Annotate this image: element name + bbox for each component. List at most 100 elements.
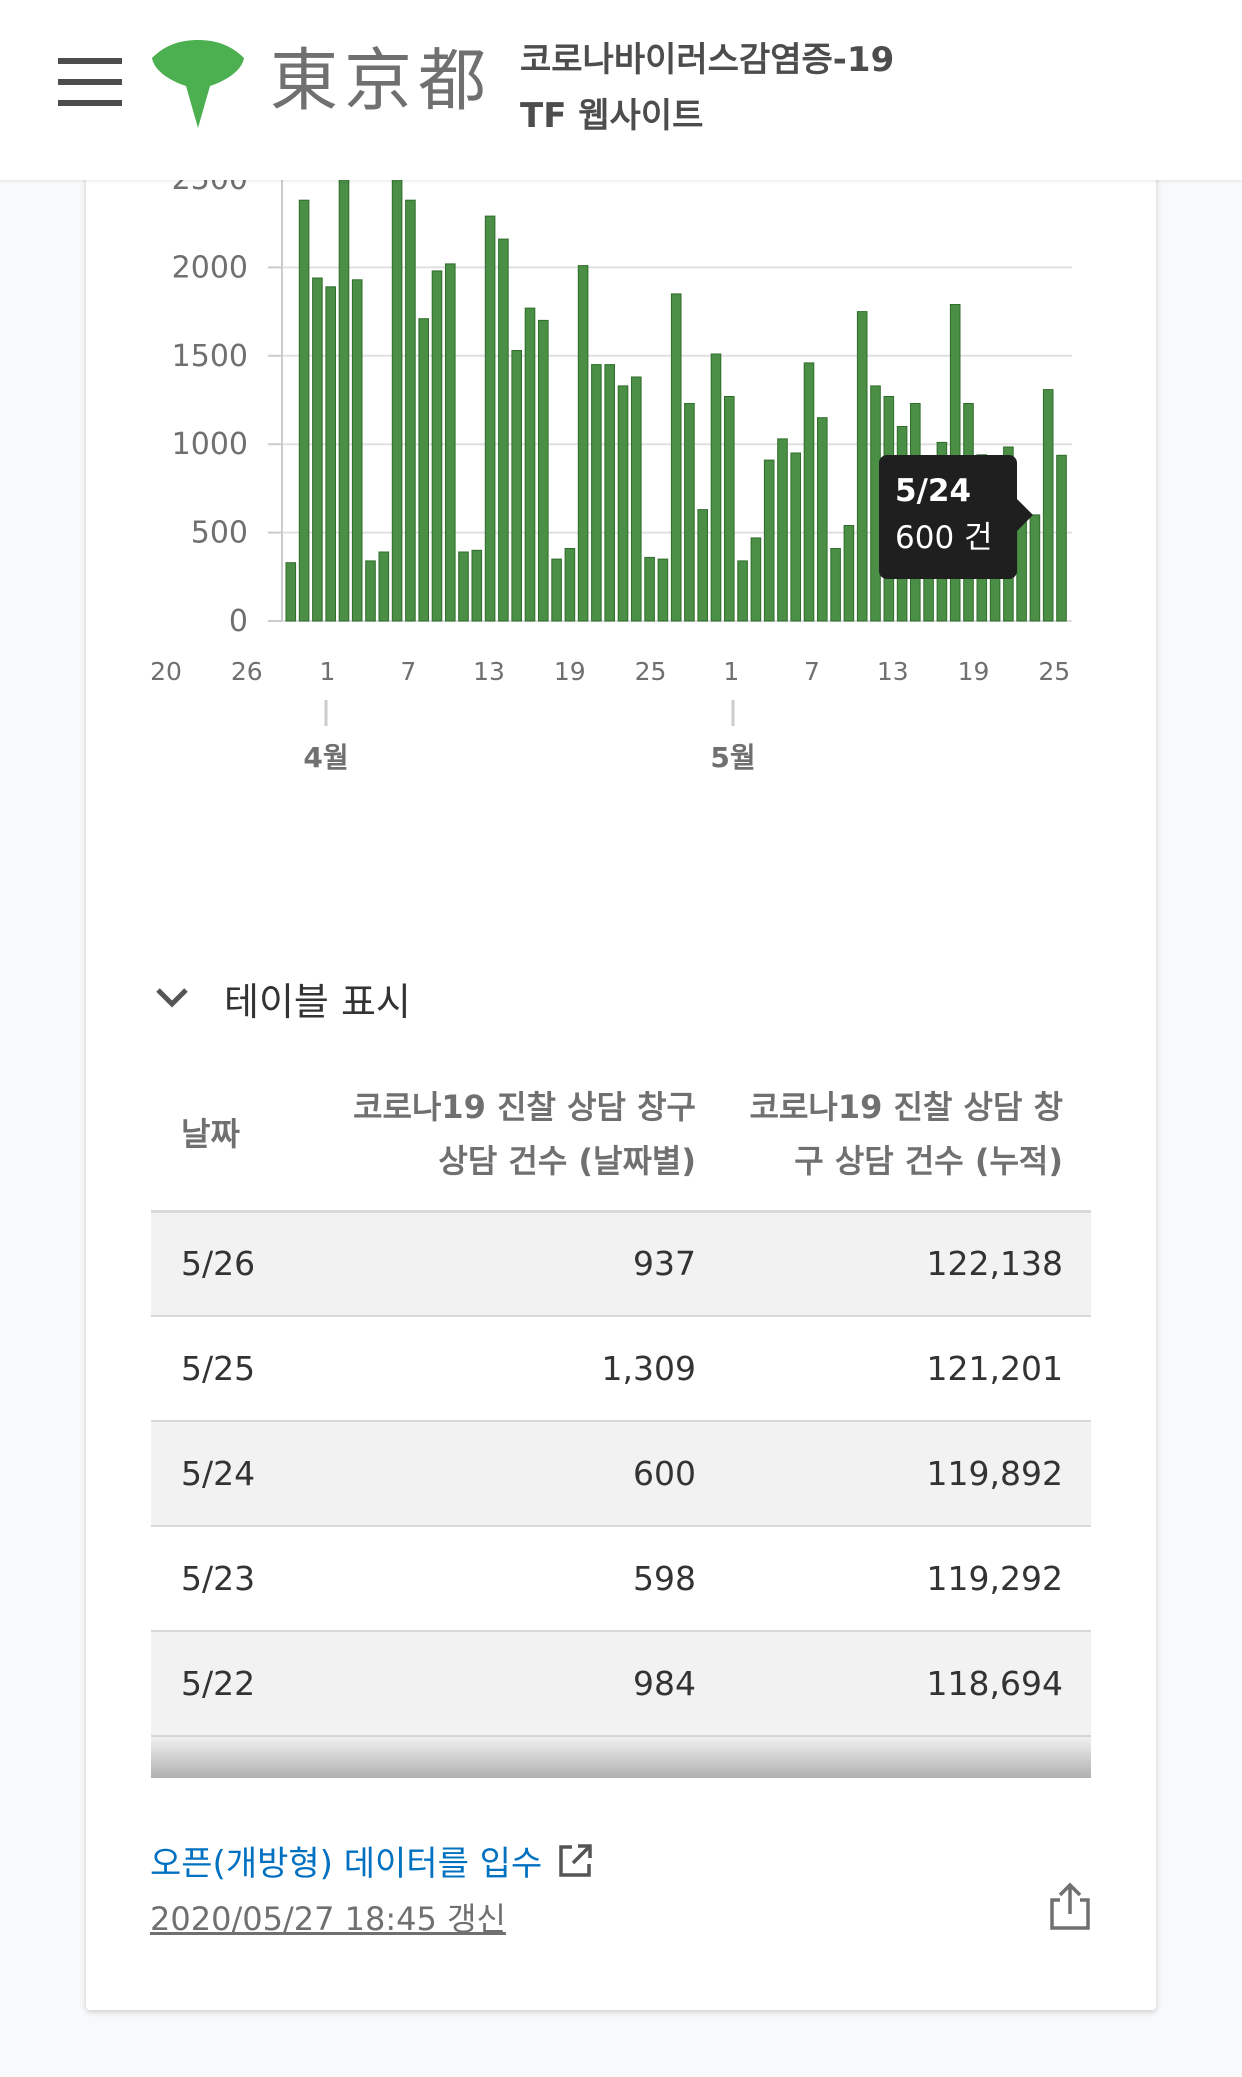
table-row: 5/25 1,309 121,201: [151, 1316, 1091, 1422]
bar: [365, 560, 376, 622]
bar: [312, 277, 323, 622]
header-cumulative-line2: 구 상담 건수 (누적): [794, 1141, 1063, 1180]
bar: [1016, 514, 1027, 622]
last-updated[interactable]: 2020/05/27 18:45 갱신: [150, 1900, 506, 1938]
cell-daily: 984: [331, 1631, 721, 1737]
bar: [1056, 454, 1067, 622]
tokyo-ginkgo-logo[interactable]: [152, 40, 244, 130]
month-label: 4월: [303, 741, 348, 774]
cell-daily: 937: [331, 1211, 721, 1317]
header-daily-line1: 코로나19 진찰 상담 창구: [353, 1087, 696, 1126]
x-tick-label: 1: [723, 657, 739, 686]
bar: [351, 279, 363, 622]
site-title-line1: 코로나바이러스감염증-19: [520, 40, 895, 80]
bar: [1029, 514, 1041, 622]
bar: [285, 562, 297, 622]
bar: [817, 417, 828, 622]
bar: [604, 364, 616, 622]
bar: [737, 560, 748, 622]
chevron-down-icon: [156, 988, 188, 1008]
cell-daily: 598: [331, 1526, 721, 1632]
x-tick-label: 7: [400, 657, 416, 686]
x-tick-label: 1: [320, 657, 336, 686]
menu-icon[interactable]: [58, 58, 122, 106]
header-cumulative: 코로나19 진찰 상담 창 구 상담 건수 (누적): [721, 1058, 1091, 1213]
header-cumulative-line1: 코로나19 진찰 상담 창: [749, 1087, 1063, 1126]
bar: [338, 178, 350, 622]
x-tick-label: 19: [554, 657, 586, 686]
header-daily-line2: 상담 건수 (날짜별): [438, 1141, 696, 1180]
cell-cumulative: 118,694: [721, 1631, 1091, 1737]
header-date: 날짜: [151, 1058, 331, 1213]
x-tick-label: 20: [150, 657, 182, 686]
cell-date: 5/25: [151, 1316, 331, 1422]
month-label: 5월: [710, 741, 755, 774]
bar: [644, 556, 655, 622]
table-row: 5/24 600 119,892: [151, 1421, 1091, 1527]
bar: [577, 265, 589, 622]
header-daily: 코로나19 진찰 상담 창구 상담 건수 (날짜별): [331, 1058, 721, 1213]
table-toggle-label: 테이블 표시: [224, 979, 411, 1024]
bar: [564, 548, 576, 622]
x-tick-label: 25: [635, 657, 667, 686]
cell-date: 5/24: [151, 1421, 331, 1527]
bar: [697, 509, 709, 622]
cell-cumulative: 121,201: [721, 1316, 1091, 1422]
bar: [538, 319, 549, 622]
bar: [511, 350, 522, 622]
y-tick-label: 1000: [172, 427, 248, 462]
bar: [524, 307, 536, 622]
bar: [1042, 389, 1054, 622]
open-data-label: 오픈(개방형) 데이터를 입수: [150, 1844, 543, 1884]
tooltip-value: 600 건: [895, 520, 993, 556]
bar: [325, 286, 336, 622]
cell-cumulative: 119,892: [721, 1421, 1091, 1527]
cell-cumulative: 119,292: [721, 1526, 1091, 1632]
table-row: 5/26 937 122,138: [151, 1211, 1091, 1317]
bar: [777, 438, 788, 622]
logo-text[interactable]: 東京都: [270, 42, 493, 121]
cell-daily: 1,309: [331, 1316, 721, 1422]
cell-date: 5/26: [151, 1211, 331, 1317]
data-table: 날짜 코로나19 진찰 상담 창구 상담 건수 (날짜별) 코로나19 진찰 상…: [151, 1058, 1091, 1737]
bar: [617, 385, 629, 622]
table-row: 5/22 984 118,694: [151, 1631, 1091, 1737]
bar: [856, 311, 868, 622]
x-tick-label: 7: [804, 657, 820, 686]
bar: [763, 459, 775, 622]
bar: [790, 452, 802, 622]
x-tick-label: 26: [231, 657, 263, 686]
bar: [684, 403, 695, 622]
bar: [298, 199, 310, 622]
bar: [391, 176, 403, 622]
y-tick-label: 500: [191, 516, 248, 551]
bar: [484, 215, 496, 622]
app-header: 東京都 코로나바이러스감염증-19 TF 웹사이트: [0, 0, 1242, 180]
cell-cumulative: 122,138: [721, 1211, 1091, 1317]
consultation-bar-chart[interactable]: 0500100015002000250020261713192517131925…: [86, 100, 1156, 800]
bar: [830, 548, 841, 622]
x-tick-label: 25: [1038, 657, 1070, 686]
tooltip-date: 5/24: [895, 473, 972, 509]
x-tick-label: 13: [877, 657, 909, 686]
bar: [445, 263, 456, 622]
open-data-link[interactable]: 오픈(개방형) 데이터를 입수: [150, 1836, 594, 1885]
bar: [803, 362, 815, 622]
site-title: 코로나바이러스감염증-19 TF 웹사이트: [520, 32, 894, 144]
table-toggle[interactable]: 테이블 표시: [150, 968, 411, 1028]
bar: [418, 318, 429, 622]
share-icon[interactable]: [1046, 1882, 1094, 1932]
table-row: 5/23 598 119,292: [151, 1526, 1091, 1632]
bar: [498, 238, 509, 622]
x-tick-label: 13: [473, 657, 505, 686]
cell-date: 5/22: [151, 1631, 331, 1737]
data-table-container[interactable]: 날짜 코로나19 진찰 상담 창구 상담 건수 (날짜별) 코로나19 진찰 상…: [151, 1058, 1091, 1778]
bar: [458, 551, 469, 622]
chart-tooltip: 5/24 600 건: [879, 455, 1033, 579]
bar: [431, 270, 443, 622]
table-scroll-fade: [151, 1735, 1091, 1778]
site-title-line2: TF 웹사이트: [520, 96, 704, 136]
bar: [670, 293, 682, 622]
bar: [378, 551, 390, 622]
table-header-row: 날짜 코로나19 진찰 상담 창구 상담 건수 (날짜별) 코로나19 진찰 상…: [151, 1058, 1091, 1213]
